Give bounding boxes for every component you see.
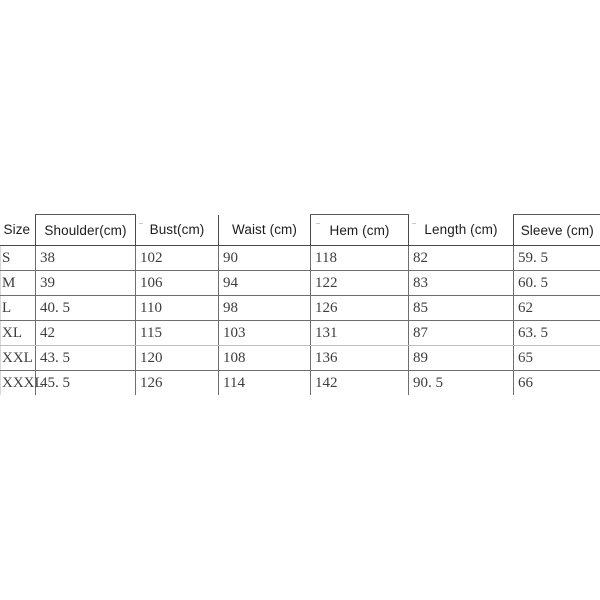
- scan-speck: [316, 223, 320, 224]
- table-row: S 38 102 90 118 82 59. 5: [0, 245, 600, 271]
- table-row: M 39 106 94 122 83 60. 5: [0, 270, 600, 296]
- cell-length: 87: [408, 320, 514, 346]
- cell-length: 82: [408, 245, 514, 271]
- cell-hem: 122: [310, 270, 409, 296]
- cell-shoulder: 45. 5: [35, 370, 136, 395]
- cell-bust: 115: [135, 320, 219, 346]
- cell-bust: 106: [135, 270, 219, 296]
- column-header-length: Length (cm): [408, 214, 514, 246]
- cell-size: XXL: [0, 345, 36, 371]
- cell-hem: 118: [310, 245, 409, 271]
- cell-sleeve: 66: [513, 370, 600, 395]
- cell-shoulder: 42: [35, 320, 136, 346]
- size-chart-table: Size Shoulder(cm) Bust(cm) Waist (cm) He…: [0, 214, 600, 395]
- scan-speck: [412, 223, 416, 224]
- cell-bust: 126: [135, 370, 219, 395]
- cell-waist: 90: [218, 245, 311, 271]
- cell-shoulder: 39: [35, 270, 136, 296]
- cell-waist: 103: [218, 320, 311, 346]
- cell-size: M: [0, 270, 36, 296]
- cell-hem: 142: [310, 370, 409, 395]
- column-header-size: Size: [0, 214, 36, 246]
- cell-length: 89: [408, 345, 514, 371]
- cell-size: XXXL: [0, 370, 44, 395]
- cell-hem: 131: [310, 320, 409, 346]
- cell-length: 85: [408, 295, 514, 321]
- table-row: XXXL 45. 5 126 114 142 90. 5 66: [0, 370, 600, 395]
- cell-size: L: [0, 295, 36, 321]
- size-chart-container: Size Shoulder(cm) Bust(cm) Waist (cm) He…: [0, 214, 600, 395]
- cell-size: XL: [0, 320, 36, 346]
- table-row: XXL 43. 5 120 108 136 89 65: [0, 345, 600, 371]
- cell-hem: 136: [310, 345, 409, 371]
- cell-sleeve: 62: [513, 295, 600, 321]
- table-row: L 40. 5 110 98 126 85 62: [0, 295, 600, 321]
- cell-length: 90. 5: [408, 370, 514, 395]
- table-header: Size Shoulder(cm) Bust(cm) Waist (cm) He…: [0, 214, 600, 246]
- column-header-shoulder: Shoulder(cm): [35, 214, 136, 246]
- cell-waist: 98: [218, 295, 311, 321]
- cell-size: S: [0, 245, 36, 271]
- column-header-waist: Waist (cm): [218, 214, 311, 246]
- cell-sleeve: 63. 5: [513, 320, 600, 346]
- cell-bust: 120: [135, 345, 219, 371]
- column-header-hem: Hem (cm): [310, 214, 409, 246]
- column-header-bust: Bust(cm): [135, 214, 219, 246]
- column-header-sleeve: Sleeve (cm): [513, 214, 600, 246]
- cell-hem: 126: [310, 295, 409, 321]
- cell-waist: 94: [218, 270, 311, 296]
- header-row: Size Shoulder(cm) Bust(cm) Waist (cm) He…: [0, 214, 600, 246]
- table-body: S 38 102 90 118 82 59. 5 M 39 106 94 122…: [0, 245, 600, 395]
- cell-waist: 114: [218, 370, 311, 395]
- cell-shoulder: 38: [35, 245, 136, 271]
- cell-shoulder: 40. 5: [35, 295, 136, 321]
- table-row: XL 42 115 103 131 87 63. 5: [0, 320, 600, 346]
- cell-sleeve: 65: [513, 345, 600, 371]
- cell-sleeve: 59. 5: [513, 245, 600, 271]
- cell-shoulder: 43. 5: [35, 345, 136, 371]
- cell-bust: 102: [135, 245, 219, 271]
- cell-waist: 108: [218, 345, 311, 371]
- scan-speck: [139, 223, 143, 224]
- cell-length: 83: [408, 270, 514, 296]
- cell-sleeve: 60. 5: [513, 270, 600, 296]
- cell-bust: 110: [135, 295, 219, 321]
